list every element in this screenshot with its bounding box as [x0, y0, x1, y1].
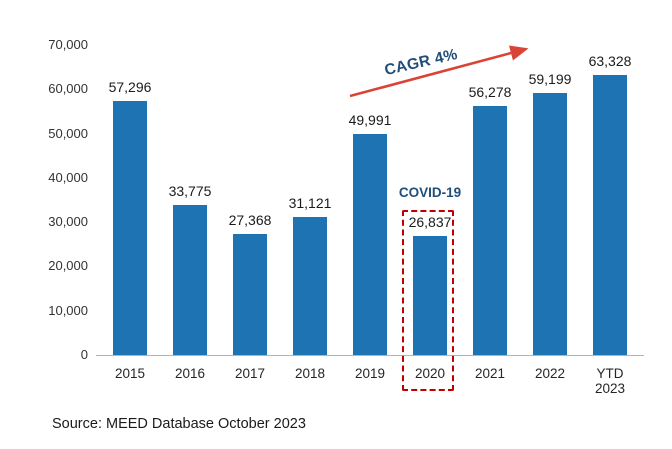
bar-value-label: 57,296	[108, 79, 152, 96]
bar-2022	[533, 92, 567, 355]
bar-2020	[413, 236, 447, 355]
x-axis-tick-label: 2019	[354, 366, 386, 381]
covid-annotation-box	[402, 210, 454, 391]
bar-2019	[353, 133, 387, 355]
y-axis-tick-label: 20,000	[48, 258, 88, 274]
x-axis-tick-label: 2015	[114, 366, 146, 381]
y-axis-tick-label: 30,000	[48, 214, 88, 230]
bar-value-label: 49,991	[348, 111, 392, 128]
bar-value-label: 27,368	[228, 211, 272, 228]
y-axis-tick-label: 60,000	[48, 81, 88, 97]
bar-YTD 2023	[593, 74, 627, 355]
covid-annotation-label: COVID-19	[398, 185, 462, 200]
bar-2021	[473, 105, 507, 355]
y-axis-tick-label: 10,000	[48, 302, 88, 318]
source-note: Source: MEED Database October 2023	[52, 416, 306, 432]
cagr-arrow-line	[349, 45, 529, 98]
x-axis-tick-label: 2022	[534, 366, 566, 381]
cagr-arrow-icon	[349, 45, 529, 98]
x-axis-tick-label: 2020	[414, 366, 446, 381]
bar-value-label: 56,278	[468, 83, 512, 100]
bar-2015	[113, 101, 147, 355]
y-axis-tick-label: 70,000	[48, 37, 88, 52]
bar-value-label: 31,121	[288, 195, 332, 212]
y-axis-tick-label: 0	[80, 347, 88, 362]
bar-value-label: 26,837	[408, 214, 452, 231]
x-axis-line	[96, 355, 644, 356]
x-axis-tick-label: 2016	[174, 366, 206, 381]
x-axis-tick-label: 2018	[294, 366, 326, 381]
bar-2017	[233, 233, 267, 355]
bar-2018	[293, 217, 327, 355]
x-axis-tick-label: 2017	[234, 366, 266, 381]
bar-value-label: 59,199	[528, 70, 572, 87]
y-axis-tick-label: 40,000	[48, 169, 88, 185]
x-axis-tick-label: YTD 2023	[594, 366, 626, 396]
bar-2016	[173, 205, 207, 355]
y-axis-tick-label: 50,000	[48, 125, 88, 141]
x-axis-tick-label: 2021	[474, 366, 506, 381]
bar-value-label: 33,775	[168, 183, 212, 200]
bar-value-label: 63,328	[588, 52, 632, 69]
